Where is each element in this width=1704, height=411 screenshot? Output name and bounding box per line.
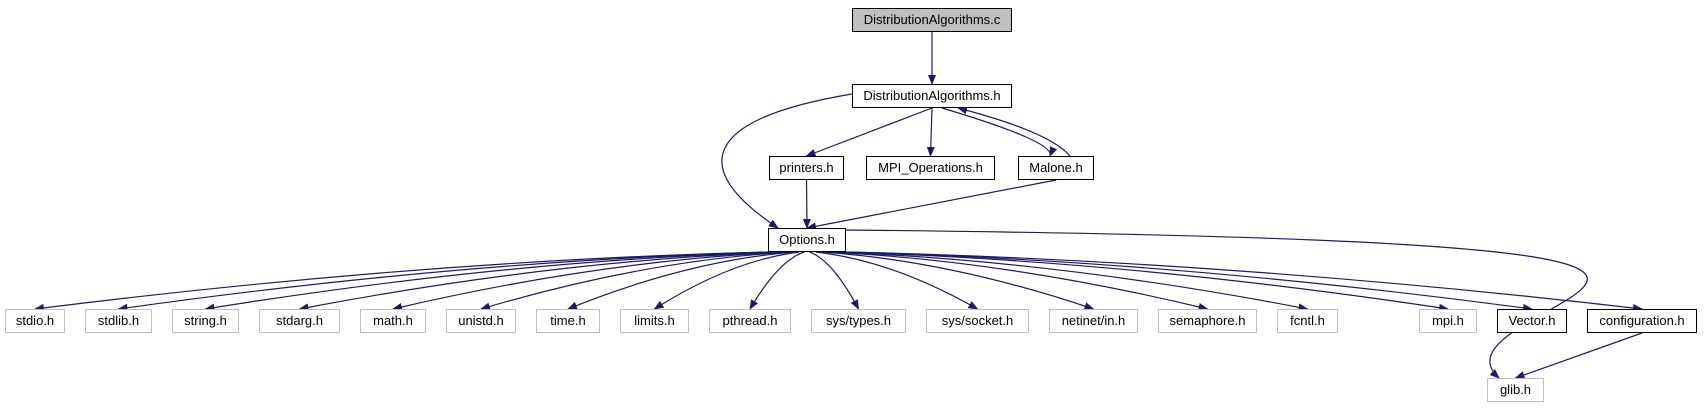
edge-options-to-syssocket: [815, 251, 979, 310]
edge-options-to-fcntl: [832, 251, 1309, 312]
node-time: time.h: [536, 309, 600, 333]
node-mpiops[interactable]: MPI_Operations.h: [866, 156, 995, 180]
node-vector[interactable]: Vector.h: [1497, 309, 1567, 333]
edge-malone-to-options: [806, 179, 1057, 231]
node-options[interactable]: Options.h: [768, 228, 846, 252]
node-semaphore: semaphore.h: [1158, 309, 1257, 333]
edge-options-to-limits: [653, 251, 800, 310]
node-stdarg: stdarg.h: [259, 309, 340, 333]
edge-options-to-string: [204, 251, 777, 312]
edge-options-to-math: [392, 251, 787, 311]
node-stdio: stdio.h: [5, 309, 65, 333]
edge-options-to-mpi: [839, 251, 1449, 312]
node-syssocket: sys/socket.h: [926, 309, 1029, 333]
node-math: math.h: [360, 309, 426, 333]
edge-dah-to-mpiops: [926, 107, 935, 157]
node-root: DistributionAlgorithms.c: [852, 8, 1012, 32]
edge-options-to-pthread: [749, 251, 805, 310]
edge-options-to-stdlib: [117, 251, 773, 312]
edge-options-to-stdarg: [298, 251, 782, 312]
edge-dah-to-options: [721, 93, 853, 229]
edge-dah-to-malone: [941, 107, 1058, 157]
edge-options-to-semaphore: [826, 251, 1209, 311]
edge-printers-to-options: [802, 179, 811, 229]
edge-options-to-configuration: [844, 251, 1643, 312]
edge-options-to-systypes: [809, 251, 860, 310]
node-netinet: netinet/in.h: [1049, 309, 1138, 333]
node-printers[interactable]: printers.h: [769, 156, 844, 180]
node-pthread: pthread.h: [709, 309, 791, 333]
node-limits: limits.h: [620, 309, 689, 333]
node-dah[interactable]: DistributionAlgorithms.h: [852, 84, 1012, 108]
node-unistd: unistd.h: [446, 309, 516, 333]
node-string: string.h: [172, 309, 239, 333]
edge-options-to-unistd: [480, 251, 791, 311]
edge-options-to-vector: [843, 251, 1533, 312]
edge-malone-to-dah: [957, 106, 1071, 157]
edge-options-to-netinet: [821, 251, 1095, 310]
node-malone[interactable]: Malone.h: [1018, 156, 1094, 180]
node-stdlib: stdlib.h: [85, 309, 152, 333]
edge-options-to-stdio: [34, 251, 770, 312]
node-glib: glib.h: [1487, 378, 1544, 402]
edge-dah-to-printers: [805, 107, 933, 157]
node-systypes: sys/types.h: [811, 309, 906, 333]
node-fcntl: fcntl.h: [1277, 309, 1338, 333]
node-mpi: mpi.h: [1419, 309, 1477, 333]
edge-options-to-time: [567, 251, 796, 310]
edge-configuration-to-glib: [1514, 332, 1643, 379]
edge-options-to-glib: [845, 229, 1588, 379]
node-configuration[interactable]: configuration.h: [1587, 309, 1697, 333]
